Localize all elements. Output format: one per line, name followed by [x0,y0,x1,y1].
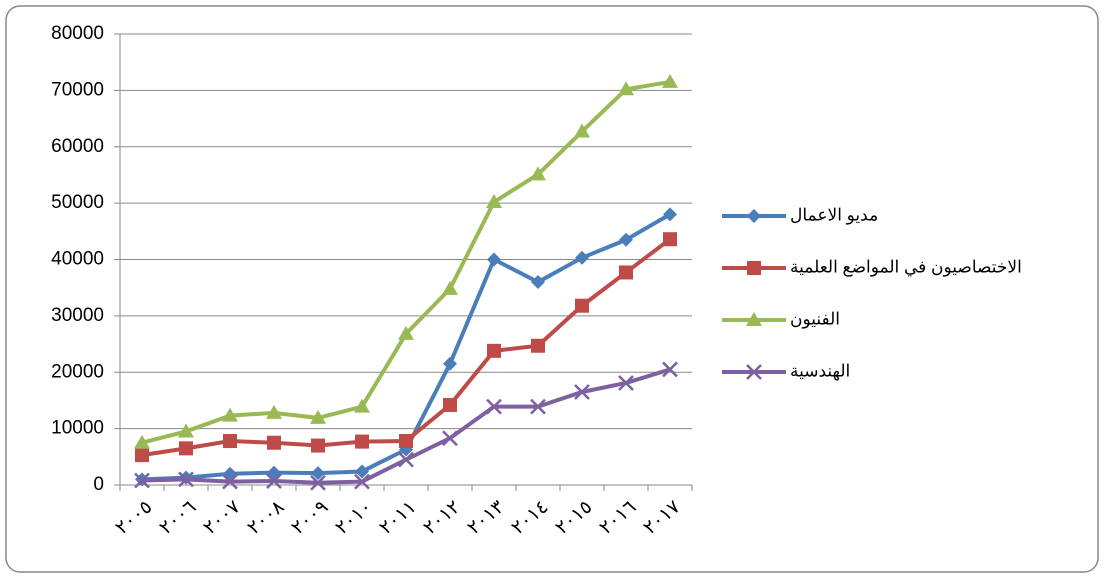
legend-marker [747,209,761,223]
point [531,338,545,353]
point [266,473,282,489]
chart-border [5,5,1099,573]
point [355,464,369,479]
point [662,73,678,88]
point [619,232,633,247]
point [222,407,238,422]
point [354,473,370,490]
y-tick-label: 80000 [51,23,104,44]
y-tick-label: 60000 [51,136,104,157]
point [442,430,458,447]
point [531,275,545,290]
point [178,423,194,438]
point [618,375,634,391]
point [310,409,326,424]
point [530,398,546,415]
point [399,434,413,449]
point [442,280,458,295]
point [223,434,237,449]
point [443,397,457,412]
point [179,441,193,456]
point [575,250,589,265]
point [266,404,282,419]
y-tick-label: 50000 [51,192,104,213]
point [134,434,150,449]
point [663,207,677,222]
y-tick-label: 40000 [51,249,104,270]
legend-label: مديو الاعمال [790,205,878,225]
point [574,384,590,400]
y-tick-label: 70000 [51,79,104,100]
point [618,81,634,96]
point [310,474,326,491]
point [398,451,414,468]
point [178,471,194,488]
y-tick-label: 0 [93,474,104,495]
point [311,466,325,481]
point [574,123,590,138]
point [530,166,546,181]
point [487,252,501,267]
point [487,343,501,358]
legend-marker [747,261,761,275]
legend-label: الفنيون [790,309,840,329]
point [398,325,414,340]
point [134,472,150,489]
y-tick-label: 30000 [51,305,104,326]
legend-label: الهندسية [790,361,850,381]
y-tick-label: 10000 [51,418,104,439]
y-tick-label: 20000 [51,361,104,382]
point [575,298,589,313]
point [355,434,369,449]
legend-marker [746,312,762,326]
point [663,232,677,247]
point [619,265,633,280]
point [135,448,149,463]
legend-marker [746,364,762,380]
point [486,193,502,208]
point [267,435,281,450]
point [222,473,238,490]
point [354,398,370,413]
point [662,361,678,378]
point [486,398,502,415]
legend-label: الاختصاصيون في المواضع العلمية [790,257,1022,277]
point [311,438,325,453]
point [443,356,457,371]
